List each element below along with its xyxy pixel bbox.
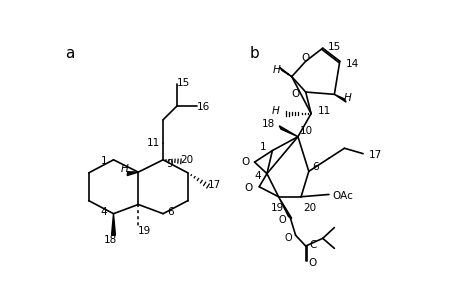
Text: 15: 15 bbox=[328, 41, 341, 52]
Text: O: O bbox=[309, 258, 317, 268]
Polygon shape bbox=[334, 94, 346, 102]
Text: 6: 6 bbox=[167, 207, 174, 217]
Text: OAc: OAc bbox=[333, 191, 354, 201]
Text: 18: 18 bbox=[104, 235, 117, 245]
Text: 18: 18 bbox=[262, 119, 275, 129]
Text: H: H bbox=[273, 66, 281, 75]
Text: 4: 4 bbox=[254, 171, 261, 181]
Text: 11: 11 bbox=[147, 138, 160, 148]
Text: O: O bbox=[301, 53, 310, 63]
Polygon shape bbox=[111, 214, 116, 235]
Text: 15: 15 bbox=[177, 78, 190, 88]
Text: C: C bbox=[310, 239, 317, 249]
Polygon shape bbox=[279, 126, 298, 137]
Text: O: O bbox=[242, 157, 250, 167]
Text: 9: 9 bbox=[166, 159, 173, 169]
Text: O: O bbox=[291, 88, 300, 99]
Polygon shape bbox=[279, 197, 292, 218]
Text: 17: 17 bbox=[208, 180, 221, 190]
Text: 14: 14 bbox=[346, 59, 359, 69]
Text: 19: 19 bbox=[138, 226, 151, 236]
Polygon shape bbox=[127, 172, 138, 176]
Text: 20: 20 bbox=[181, 155, 194, 165]
Text: H: H bbox=[120, 164, 128, 174]
Text: 4: 4 bbox=[101, 207, 108, 217]
Text: 16: 16 bbox=[197, 102, 210, 113]
Text: a: a bbox=[65, 46, 75, 61]
Text: 17: 17 bbox=[369, 150, 383, 160]
Text: 10: 10 bbox=[300, 126, 313, 135]
Text: 11: 11 bbox=[317, 106, 330, 116]
Text: H: H bbox=[344, 93, 351, 103]
Text: 19: 19 bbox=[270, 203, 283, 213]
Text: 1: 1 bbox=[260, 142, 266, 152]
Text: 6: 6 bbox=[313, 163, 319, 173]
Text: O: O bbox=[245, 183, 253, 193]
Text: b: b bbox=[250, 46, 260, 61]
Polygon shape bbox=[280, 67, 292, 77]
Text: O: O bbox=[284, 233, 292, 242]
Text: O: O bbox=[279, 215, 286, 225]
Text: H: H bbox=[272, 106, 279, 116]
Text: 20: 20 bbox=[303, 203, 317, 213]
Text: 1: 1 bbox=[101, 156, 108, 166]
